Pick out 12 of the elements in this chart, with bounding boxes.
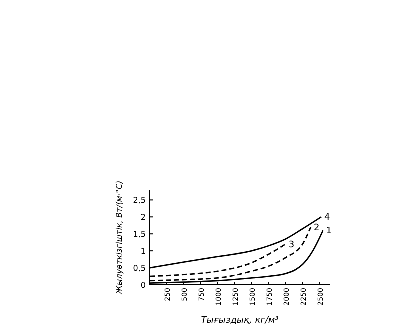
series-label: 1: [326, 226, 332, 237]
y-tick-label: 2: [140, 213, 146, 222]
series-label: 2: [314, 223, 320, 234]
y-tick-label: 0,5: [133, 264, 146, 274]
series-label: 3: [288, 240, 295, 250]
series-label: 4: [324, 213, 331, 224]
y-tick-label: 1,5: [133, 230, 146, 240]
x-axis-title: Тығыздық, кг/м³: [201, 316, 280, 326]
y-tick-label: 0: [140, 281, 146, 290]
y-tick-label: 2,5: [133, 196, 146, 206]
y-axis-title: Жылуөткізгіштік, Вт/(м·°С): [115, 180, 124, 296]
y-tick-label: 1: [140, 247, 146, 256]
